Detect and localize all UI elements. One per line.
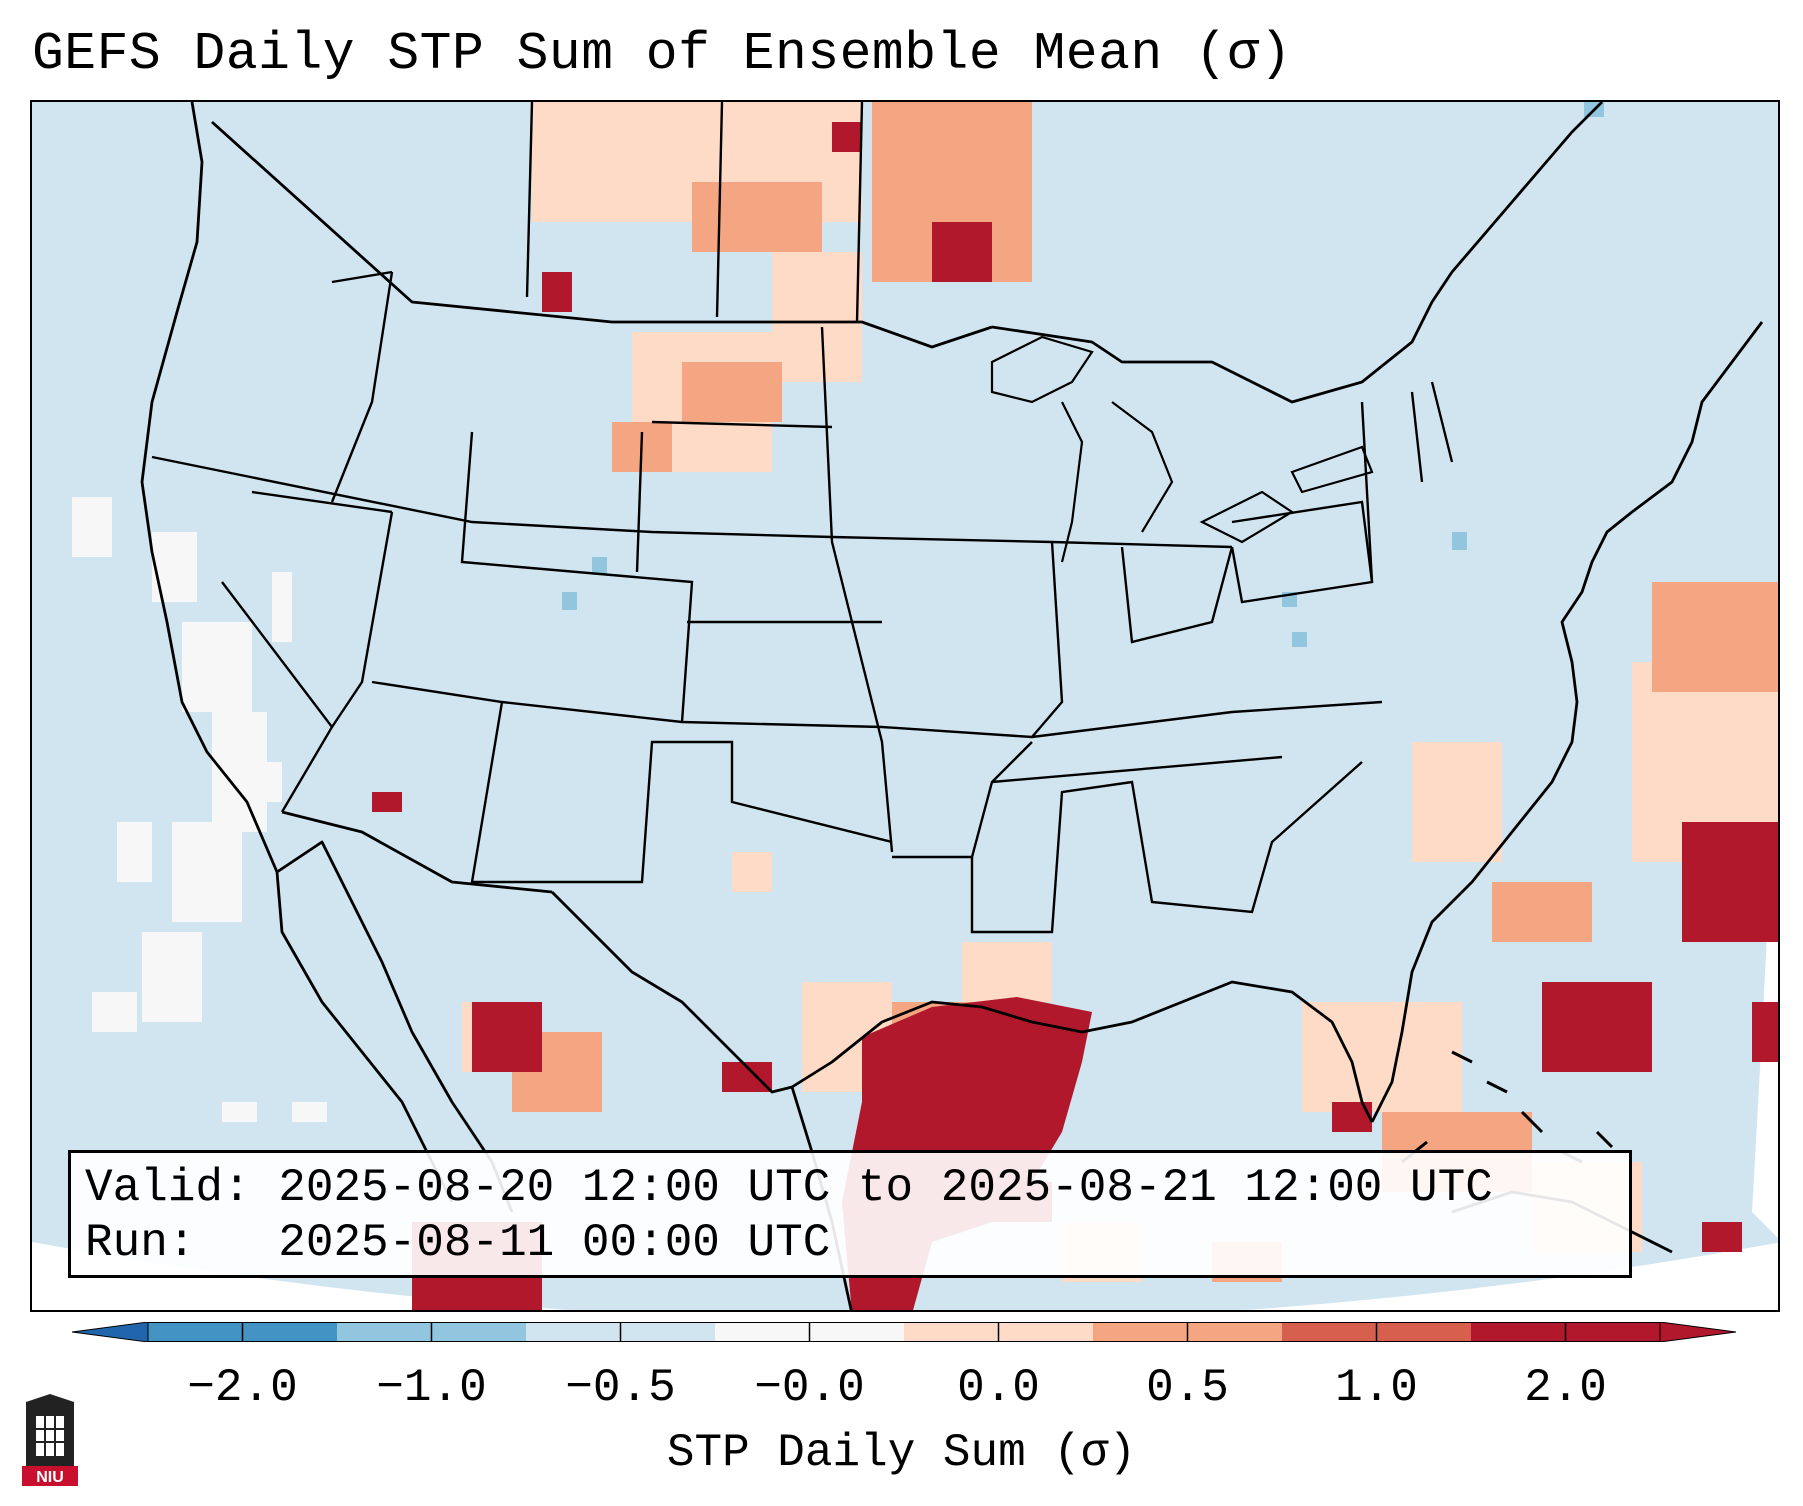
colorbar-extend-high (1659, 1322, 1736, 1342)
outside-domain-right (1752, 708, 1778, 1238)
logo-window-icon (36, 1416, 64, 1456)
colorbar-segments (72, 1322, 1736, 1342)
colorbar-tick-label: −2.0 (187, 1362, 298, 1414)
near-zero-pacific (72, 497, 327, 1122)
colorbar-tick-label: 1.0 (1335, 1362, 1418, 1414)
colorbar-tick-label: 0.5 (1146, 1362, 1229, 1414)
colorbar-tick-label: −0.0 (754, 1362, 865, 1414)
map-panel[interactable] (30, 100, 1780, 1312)
colorbar-tick-label: −1.0 (376, 1362, 487, 1414)
logo-text: NIU (36, 1469, 64, 1486)
niu-logo: NIU (22, 1394, 78, 1486)
colorbar-label: STP Daily Sum (σ) (666, 1427, 1137, 1479)
colorbar-tick-label: 0.0 (957, 1362, 1040, 1414)
colorbar-extend-low (72, 1322, 149, 1342)
colorbar-tick-label: −0.5 (565, 1362, 676, 1414)
valid-time-line: Valid: 2025-08-20 12:00 UTC to 2025-08-2… (85, 1162, 1493, 1214)
outside-domain-bottom (32, 1242, 1778, 1310)
colorbar (72, 1322, 1736, 1342)
colorbar-tick-label: 2.0 (1524, 1362, 1607, 1414)
logo-badge (22, 1466, 78, 1486)
chart-title: GEFS Daily STP Sum of Ensemble Mean (σ) (32, 24, 1292, 84)
run-time-line: Run: 2025-08-11 00:00 UTC (85, 1217, 831, 1269)
valid-run-info-box: Valid: 2025-08-20 12:00 UTC to 2025-08-2… (68, 1150, 1632, 1278)
state-borders (151, 102, 1454, 934)
colorbar-outline (147, 1322, 1661, 1342)
map-svg (32, 102, 1778, 1310)
great-lakes (990, 335, 1374, 563)
